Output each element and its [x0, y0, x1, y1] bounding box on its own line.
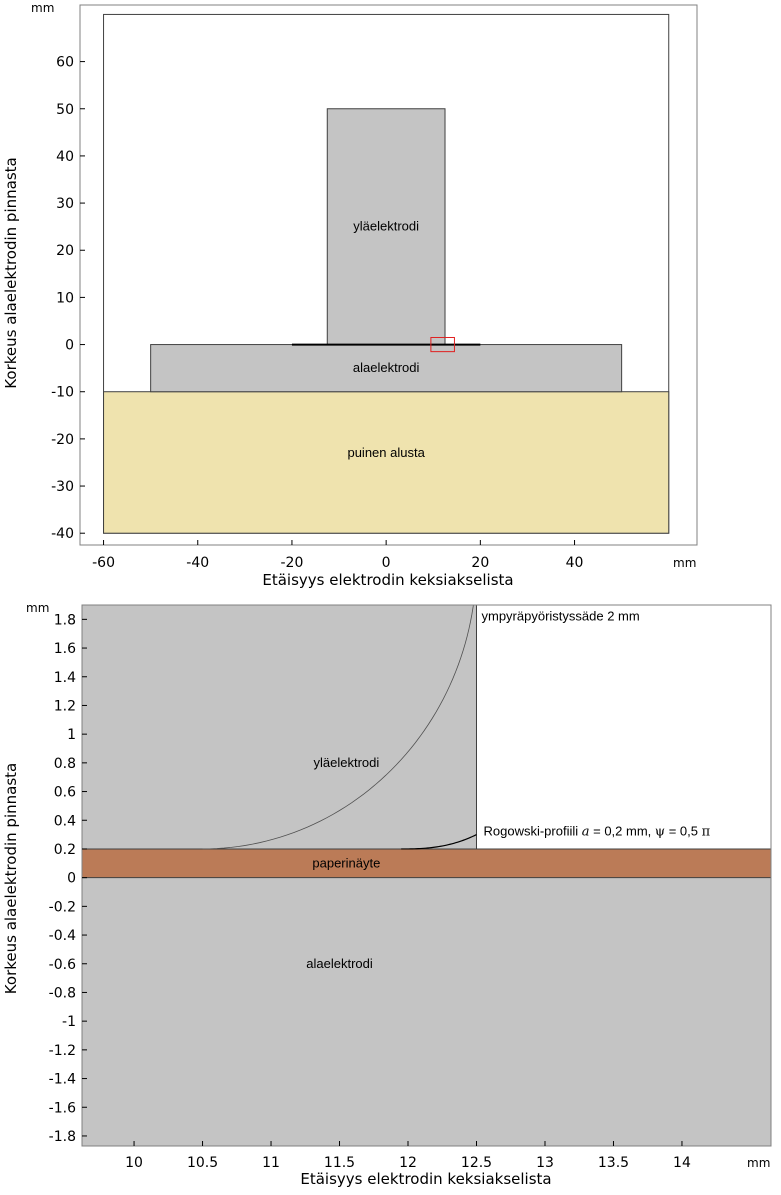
upper-electrode-label: yläelektrodi — [353, 219, 419, 234]
y-tick-label: -30 — [51, 479, 74, 495]
x-tick-label: -20 — [281, 555, 304, 571]
top-x-axis-title: Etäisyys elektrodin keksiakselista — [262, 571, 513, 589]
x-tick-label: 14 — [673, 1155, 691, 1171]
upper-electrode-region — [326, 108, 446, 346]
y-tick-label: -1.4 — [49, 1072, 76, 1088]
wooden-base-region — [103, 391, 670, 534]
rogowski-prefix: Rogowski-profiili — [483, 824, 581, 839]
top-plot: yläelektrodi alaelektrodi puinen alusta … — [2, 1, 698, 589]
rogowski-a-value: = 0,2 mm, — [590, 824, 655, 839]
y-tick-label: -0.6 — [49, 957, 76, 973]
rogowski-profile-curve — [401, 834, 477, 850]
y-tick-label: 1.2 — [54, 698, 76, 714]
lower-electrode-label: alaelektrodi — [306, 956, 373, 971]
y-tick-label: -0.2 — [49, 899, 76, 915]
wooden-base-label: puinen alusta — [347, 445, 425, 460]
y-tick-label: 0.8 — [54, 756, 76, 772]
x-tick-label: 40 — [566, 555, 584, 571]
x-tick-label: 20 — [471, 555, 489, 571]
y-tick-label: 0.4 — [54, 813, 76, 829]
x-tick-label: 13 — [536, 1155, 554, 1171]
top-plot-frame — [79, 4, 698, 546]
upper-electrode-label: yläelektrodi — [313, 755, 379, 770]
y-tick-label: 10 — [56, 290, 74, 306]
top-x-unit-label: mm — [673, 556, 696, 570]
circle-rounding-curve — [202, 605, 474, 850]
top-y-unit-label: mm — [31, 1, 54, 15]
bottom-plot-frame — [81, 604, 772, 1147]
y-tick-label: -10 — [51, 385, 74, 401]
top-x-ticks: -60 -40 -20 0 20 40 — [92, 540, 583, 571]
bottom-y-ticks: 1.8 1.6 1.4 1.2 1 0.8 0.6 0.4 0.2 0 -0.2 -0.4 -0.6 -0… — [49, 612, 87, 1145]
circle-radius-annotation: ympyräpyöristyssäde 2 mm — [481, 608, 639, 623]
rogowski-psi-symbol: ψ — [655, 825, 665, 840]
top-y-axis-title: Korkeus alaelektrodin pinnasta — [2, 157, 20, 388]
upper-electrode-region — [82, 605, 477, 849]
x-tick-label: -40 — [186, 555, 209, 571]
bottom-x-ticks: 10 10.5 11 11.5 12 12.5 13 13.5 14 — [125, 1141, 691, 1171]
y-tick-label: -1.8 — [49, 1129, 76, 1145]
bottom-x-unit-label: mm — [747, 1156, 770, 1170]
x-tick-label: -60 — [92, 555, 115, 571]
x-tick-label: 10.5 — [187, 1155, 218, 1171]
lower-electrode-label: alaelektrodi — [353, 360, 420, 375]
y-tick-label: 60 — [56, 55, 74, 71]
x-tick-label: 12.5 — [461, 1155, 492, 1171]
y-tick-label: -40 — [51, 526, 74, 542]
y-tick-label: 50 — [56, 102, 74, 118]
y-tick-label: 1.6 — [54, 641, 76, 657]
paper-sample-region — [82, 848, 771, 878]
y-tick-label: 0.2 — [54, 842, 76, 858]
rogowski-a-symbol: a — [582, 825, 590, 840]
y-tick-label: 20 — [56, 243, 74, 259]
x-tick-label: 10 — [125, 1155, 143, 1171]
y-tick-label: 0 — [67, 871, 76, 887]
rogowski-pi-symbol: π — [702, 825, 711, 840]
y-tick-label: 1 — [67, 727, 76, 743]
lower-electrode-region — [150, 344, 623, 393]
y-tick-label: 1.8 — [54, 612, 76, 628]
bottom-y-unit-label: mm — [26, 601, 49, 615]
y-tick-label: 40 — [56, 149, 74, 165]
y-tick-label: -1.6 — [49, 1100, 76, 1116]
y-tick-label: 1.4 — [54, 670, 76, 686]
y-tick-label: -1.2 — [49, 1043, 76, 1059]
bottom-y-axis-title: Korkeus alaelektrodin pinnasta — [2, 763, 20, 994]
zoom-region-marker — [430, 336, 455, 353]
rogowski-profile-annotation: Rogowski-profiili a = 0,2 mm, ψ = 0,5 π — [483, 824, 710, 840]
y-tick-label: -0.4 — [49, 928, 76, 944]
y-tick-label: -1 — [62, 1014, 76, 1030]
top-y-ticks: 60 50 40 30 20 10 0 -10 -20 -30 -40 — [51, 55, 85, 542]
y-tick-label: 30 — [56, 196, 74, 212]
x-tick-label: 0 — [382, 555, 391, 571]
x-tick-label: 13.5 — [598, 1155, 629, 1171]
x-tick-label: 11 — [262, 1155, 280, 1171]
bottom-x-axis-title: Etäisyys elektrodin keksiakselista — [300, 1170, 551, 1188]
x-tick-label: 12 — [399, 1155, 417, 1171]
bottom-plot: yläelektrodi paperinäyte alaelektrodi ym… — [2, 601, 772, 1188]
y-tick-label: -0.8 — [49, 985, 76, 1001]
y-tick-label: -20 — [51, 432, 74, 448]
rogowski-psi-value: = 0,5 — [665, 824, 702, 839]
y-tick-label: 0.6 — [54, 785, 76, 801]
y-tick-label: 0 — [65, 338, 74, 354]
x-tick-label: 11.5 — [324, 1155, 355, 1171]
lower-electrode-region — [82, 877, 771, 1146]
paper-sample-label: paperinäyte — [312, 855, 380, 870]
